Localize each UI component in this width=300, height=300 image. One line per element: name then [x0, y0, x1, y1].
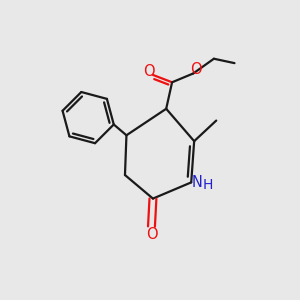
Text: O: O: [143, 64, 154, 80]
Text: O: O: [190, 61, 202, 76]
Text: N: N: [192, 175, 203, 190]
Text: O: O: [146, 227, 157, 242]
Text: H: H: [202, 178, 213, 192]
